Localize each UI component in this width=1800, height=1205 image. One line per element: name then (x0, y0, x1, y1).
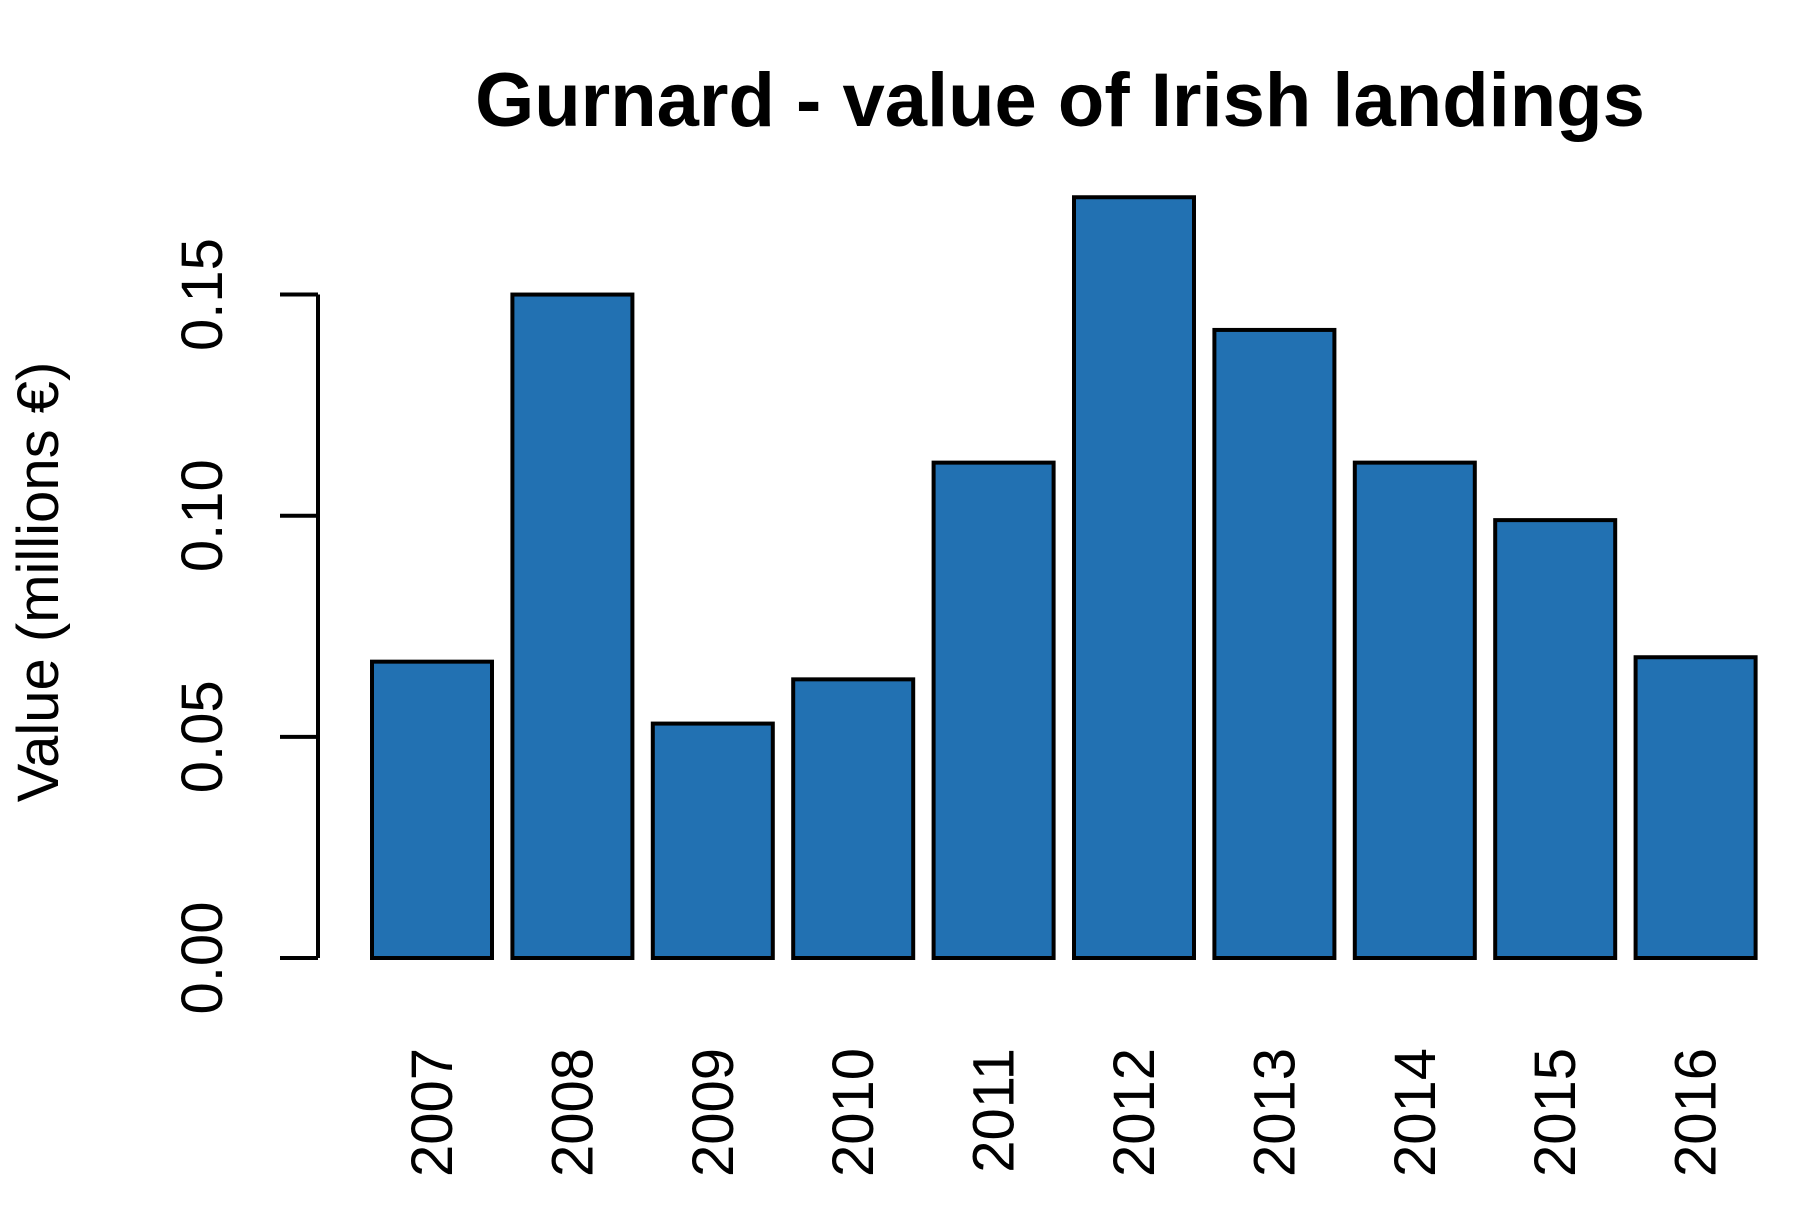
y-axis: 0.00 0.05 0.10 0.15 (170, 238, 320, 1015)
x-tick-label: 2007 (400, 1048, 465, 1177)
bar-2016 (1633, 655, 1758, 961)
bar-2008 (510, 292, 635, 960)
x-tick-label: 2010 (821, 1048, 886, 1177)
x-tick-label: 2011 (962, 1048, 1027, 1173)
bar-2012 (1072, 195, 1196, 960)
bar-2014 (1352, 460, 1477, 960)
y-tick-label: 0.00 (170, 902, 235, 1015)
x-tick-label: 2008 (540, 1048, 605, 1177)
bar-2007 (370, 659, 494, 960)
x-tick-label: 2016 (1664, 1048, 1729, 1177)
bar-2015 (1493, 518, 1618, 960)
x-tick-label: 2012 (1102, 1048, 1167, 1177)
bars-group (370, 195, 1758, 961)
x-tick-label: 2009 (681, 1048, 746, 1177)
bar-2010 (791, 677, 916, 960)
bar-2009 (650, 721, 775, 960)
x-tick-label: 2013 (1242, 1048, 1307, 1177)
x-tick-label: 2015 (1523, 1048, 1588, 1177)
y-tick-label: 0.15 (170, 238, 235, 351)
bar-2011 (931, 460, 1056, 960)
x-axis-labels: 2007 2008 2009 2010 2011 2012 2013 2014 2015 2016 (400, 1048, 1729, 1177)
chart-title: Gurnard - value of Irish landings (475, 58, 1645, 143)
y-tick-label: 0.05 (170, 680, 235, 793)
bar-2013 (1212, 327, 1337, 960)
x-tick-label: 2014 (1383, 1048, 1448, 1177)
y-tick-label: 0.10 (170, 459, 235, 572)
y-axis-label: Value (millions €) (6, 362, 71, 803)
